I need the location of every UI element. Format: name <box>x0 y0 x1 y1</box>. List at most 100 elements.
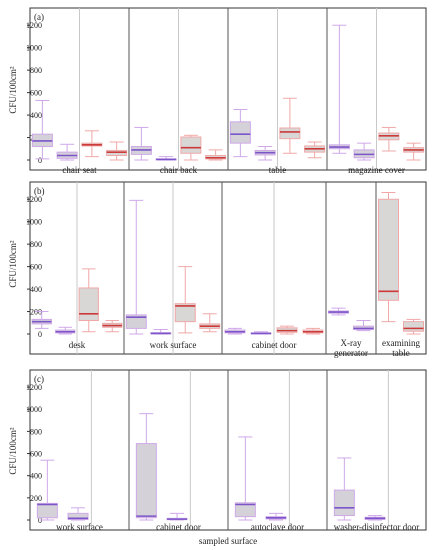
y-axis-label: CFU/100cm² <box>8 240 18 288</box>
x-axis-label: sampled surface <box>199 536 257 546</box>
box-purple <box>31 311 52 329</box>
box-purple <box>254 146 276 161</box>
iqr-box <box>36 502 58 519</box>
box-purple <box>150 329 172 335</box>
iqr-box <box>229 121 251 144</box>
category-label: work surface <box>56 522 103 532</box>
y-tick-label: 1000 <box>26 44 42 53</box>
y-tick-label: 0 <box>38 516 42 525</box>
box-red <box>276 325 298 335</box>
box-purple <box>353 320 374 332</box>
y-axis-label: CFU/100cm² <box>8 66 18 114</box>
box-purple <box>67 507 89 521</box>
iqr-box <box>234 502 256 518</box>
box-red <box>78 268 99 333</box>
category-label-line: table <box>392 348 410 358</box>
panel-c: (c) 0 200 400 600 800 1000 1200 CFU/100cm² work s… <box>8 369 427 546</box>
box-red <box>378 126 400 152</box>
box-purple <box>364 515 386 521</box>
box-red <box>199 313 221 333</box>
box-red <box>378 191 399 323</box>
box-red <box>304 141 326 159</box>
box-red <box>180 134 202 161</box>
box-purple <box>130 126 152 161</box>
y-tick-label: 0 <box>38 330 42 339</box>
y-tick-label: 600 <box>30 263 42 272</box>
y-tick-label: 200 <box>30 494 42 503</box>
iqr-box <box>106 149 128 157</box>
category-label-line: examining <box>382 338 420 348</box>
box-red <box>81 130 103 158</box>
iqr-box <box>403 321 424 332</box>
category-label: X-ray generator <box>334 338 368 358</box>
box-red <box>205 149 227 161</box>
iqr-box <box>378 198 399 301</box>
box-purple <box>56 143 78 161</box>
y-tick-label: 1000 <box>26 218 42 227</box>
y-axis-label: CFU/100cm² <box>8 427 18 475</box>
y-tick-label: 400 <box>30 472 42 481</box>
y-tick-label: 600 <box>30 450 42 459</box>
box-red <box>403 318 424 335</box>
y-tick-label: 800 <box>30 66 42 75</box>
category-label: washer-disinfector door <box>334 522 420 532</box>
y-tick-label: 1200 <box>26 21 42 30</box>
box-purple <box>135 413 157 521</box>
iqr-box <box>180 136 202 154</box>
iqr-box <box>78 287 99 322</box>
category-label: examining table <box>382 338 420 358</box>
iqr-box <box>333 489 355 517</box>
y-tick-label: 400 <box>30 285 42 294</box>
panel-a: (a)020040060080010001200CFU/100cm²chair … <box>8 7 427 175</box>
box-purple <box>333 457 355 521</box>
category-label: work surface <box>150 340 197 350</box>
iqr-box <box>67 512 89 520</box>
category-label: desk <box>69 340 86 350</box>
box-purple <box>224 327 246 335</box>
box-purple <box>353 142 375 161</box>
category-label: cabinet door <box>156 522 201 532</box>
category-label-line: generator <box>334 348 368 358</box>
panel-label: (b) <box>34 186 45 196</box>
box-purple <box>36 459 58 521</box>
category-label: chair seat <box>62 165 97 175</box>
box-purple <box>229 108 251 158</box>
box-purple <box>125 199 147 335</box>
y-tick-label: 1200 <box>26 383 42 392</box>
y-tick-label: 0 <box>38 156 42 165</box>
box-purple <box>55 326 76 335</box>
box-red <box>279 97 301 154</box>
box-red <box>403 142 425 161</box>
iqr-box <box>174 303 196 323</box>
box-red <box>302 327 324 335</box>
y-tick-label: 400 <box>30 111 42 120</box>
y-tick-label: 1200 <box>26 195 42 204</box>
category-label: autoclave door <box>251 522 304 532</box>
y-tick-label: 800 <box>30 427 42 436</box>
category-label: cabinet door <box>252 340 297 350</box>
category-label: chair back <box>160 165 198 175</box>
box-red <box>174 266 196 334</box>
box-red <box>102 320 123 333</box>
category-label: magazine cover <box>348 165 405 175</box>
box-purple <box>155 156 177 161</box>
category-label-line: X-ray <box>341 338 362 348</box>
box-red <box>106 141 128 161</box>
iqr-box <box>135 443 157 519</box>
panel-frame <box>29 181 427 355</box>
box-purple <box>166 512 188 521</box>
y-tick-label: 800 <box>30 240 42 249</box>
panel-label: (a) <box>34 12 44 22</box>
box-purple <box>234 436 256 521</box>
box-purple <box>328 24 350 154</box>
panel-label: (c) <box>34 374 44 384</box>
box-purple <box>250 331 272 335</box>
category-label: table <box>269 165 287 175</box>
box-purple <box>328 307 349 316</box>
y-tick-label: 1000 <box>26 405 42 414</box>
y-tick-label: 600 <box>30 89 42 98</box>
box-purple <box>265 512 287 521</box>
box-purple <box>31 99 53 160</box>
